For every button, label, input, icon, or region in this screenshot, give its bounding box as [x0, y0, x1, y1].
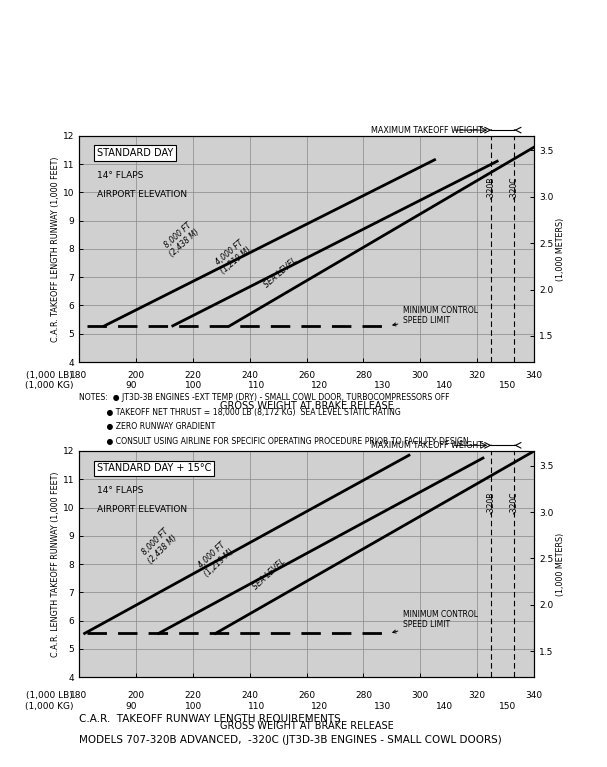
Y-axis label: (1,000 METERS): (1,000 METERS) — [556, 217, 565, 281]
Text: 280: 280 — [355, 691, 372, 700]
Text: 90: 90 — [126, 702, 137, 711]
Text: 8,000 FT
(2,438 M): 8,000 FT (2,438 M) — [138, 525, 178, 565]
Text: 110: 110 — [248, 381, 265, 390]
Text: MODELS 707-320B ADVANCED,  -320C (JT3D-3B ENGINES - SMALL COWL DOORS): MODELS 707-320B ADVANCED, -320C (JT3D-3B… — [79, 736, 501, 746]
Text: (1,000 LB): (1,000 LB) — [27, 691, 73, 700]
Text: 240: 240 — [241, 370, 258, 380]
Text: SEA LEVEL: SEA LEVEL — [263, 256, 299, 290]
Text: SEA LEVEL: SEA LEVEL — [251, 557, 288, 591]
Text: 180: 180 — [70, 691, 87, 700]
Text: -320B: -320B — [487, 492, 496, 514]
Y-axis label: C.A.R. LENGTH TAKEOFF RUNWAY (1,000 FEET): C.A.R. LENGTH TAKEOFF RUNWAY (1,000 FEET… — [51, 472, 59, 657]
Text: 100: 100 — [185, 702, 203, 711]
Text: MAXIMUM TAKEOFF WEIGHT: MAXIMUM TAKEOFF WEIGHT — [371, 441, 483, 449]
Text: 100: 100 — [185, 381, 203, 390]
Text: 340: 340 — [526, 370, 543, 380]
Text: (1,000 LB): (1,000 LB) — [27, 370, 73, 380]
Text: 260: 260 — [298, 691, 315, 700]
Text: 140: 140 — [436, 381, 453, 390]
Text: (1,000 KG): (1,000 KG) — [25, 381, 73, 390]
Y-axis label: C.A.R. TAKEOFF LENGTH RUNWAY (1,000 FEET): C.A.R. TAKEOFF LENGTH RUNWAY (1,000 FEET… — [51, 156, 59, 341]
Y-axis label: (1,000 METERS): (1,000 METERS) — [556, 532, 565, 596]
Text: 320: 320 — [469, 691, 486, 700]
Text: 220: 220 — [184, 691, 202, 700]
Text: -320B: -320B — [487, 176, 496, 199]
Text: 90: 90 — [126, 381, 137, 390]
Text: C.A.R.  TAKEOFF RUNWAY LENGTH REQUIREMENTS: C.A.R. TAKEOFF RUNWAY LENGTH REQUIREMENT… — [79, 714, 341, 724]
Text: 140: 140 — [436, 702, 453, 711]
Text: GROSS WEIGHT AT BRAKE RELEASE: GROSS WEIGHT AT BRAKE RELEASE — [220, 722, 393, 732]
Text: 130: 130 — [373, 381, 391, 390]
Text: STANDARD DAY: STANDARD DAY — [97, 148, 174, 158]
Text: 120: 120 — [311, 702, 328, 711]
Text: GROSS WEIGHT AT BRAKE RELEASE: GROSS WEIGHT AT BRAKE RELEASE — [220, 401, 393, 411]
Text: -320C: -320C — [510, 492, 519, 514]
Text: 340: 340 — [526, 691, 543, 700]
Text: 240: 240 — [241, 691, 258, 700]
Text: (1,000 KG): (1,000 KG) — [25, 702, 73, 711]
Text: MAXIMUM TAKEOFF WEIGHT: MAXIMUM TAKEOFF WEIGHT — [371, 126, 483, 134]
Text: MINIMUM CONTROL
SPEED LIMIT: MINIMUM CONTROL SPEED LIMIT — [393, 610, 478, 633]
Text: 320: 320 — [469, 370, 486, 380]
Text: ● CONSULT USING AIRLINE FOR SPECIFIC OPERATING PROCEDURE PRIOR TO FACILITY DESIG: ● CONSULT USING AIRLINE FOR SPECIFIC OPE… — [79, 437, 469, 446]
Text: 300: 300 — [412, 370, 429, 380]
Text: AIRPORT ELEVATION: AIRPORT ELEVATION — [97, 505, 187, 515]
Text: 130: 130 — [373, 702, 391, 711]
Text: 260: 260 — [298, 370, 315, 380]
Text: -320C: -320C — [510, 176, 519, 199]
Text: 200: 200 — [127, 370, 144, 380]
Text: AIRPORT ELEVATION: AIRPORT ELEVATION — [97, 190, 187, 199]
Text: 200: 200 — [127, 691, 144, 700]
Text: ● TAKEOFF NET THRUST = 18,000 LB (8,172 KG)  SEA LEVEL STATIC RATING: ● TAKEOFF NET THRUST = 18,000 LB (8,172 … — [79, 408, 401, 417]
Text: MINIMUM CONTROL
SPEED LIMIT: MINIMUM CONTROL SPEED LIMIT — [393, 306, 478, 326]
Text: 14° FLAPS: 14° FLAPS — [97, 486, 143, 495]
Text: 4,000 FT
(1,219 M): 4,000 FT (1,219 M) — [195, 539, 236, 578]
Text: 150: 150 — [499, 381, 517, 390]
Text: 120: 120 — [311, 381, 328, 390]
Text: 180: 180 — [70, 370, 87, 380]
Text: 280: 280 — [355, 370, 372, 380]
Text: 110: 110 — [248, 702, 265, 711]
Text: NOTES:  ● JT3D-3B ENGINES -EXT TEMP (DRY) - SMALL COWL DOOR, TURBOCOMPRESSORS OF: NOTES: ● JT3D-3B ENGINES -EXT TEMP (DRY)… — [79, 393, 449, 403]
Text: 14° FLAPS: 14° FLAPS — [97, 171, 143, 179]
Text: STANDARD DAY + 15°C: STANDARD DAY + 15°C — [97, 463, 211, 473]
Text: ● ZERO RUNWAY GRADIENT: ● ZERO RUNWAY GRADIENT — [79, 423, 215, 432]
Text: 150: 150 — [499, 702, 517, 711]
Text: 8,000 FT
(2,438 M): 8,000 FT (2,438 M) — [161, 219, 202, 258]
Text: 300: 300 — [412, 691, 429, 700]
Text: 4,000 FT
(1,219 M): 4,000 FT (1,219 M) — [212, 237, 253, 276]
Text: 220: 220 — [184, 370, 202, 380]
